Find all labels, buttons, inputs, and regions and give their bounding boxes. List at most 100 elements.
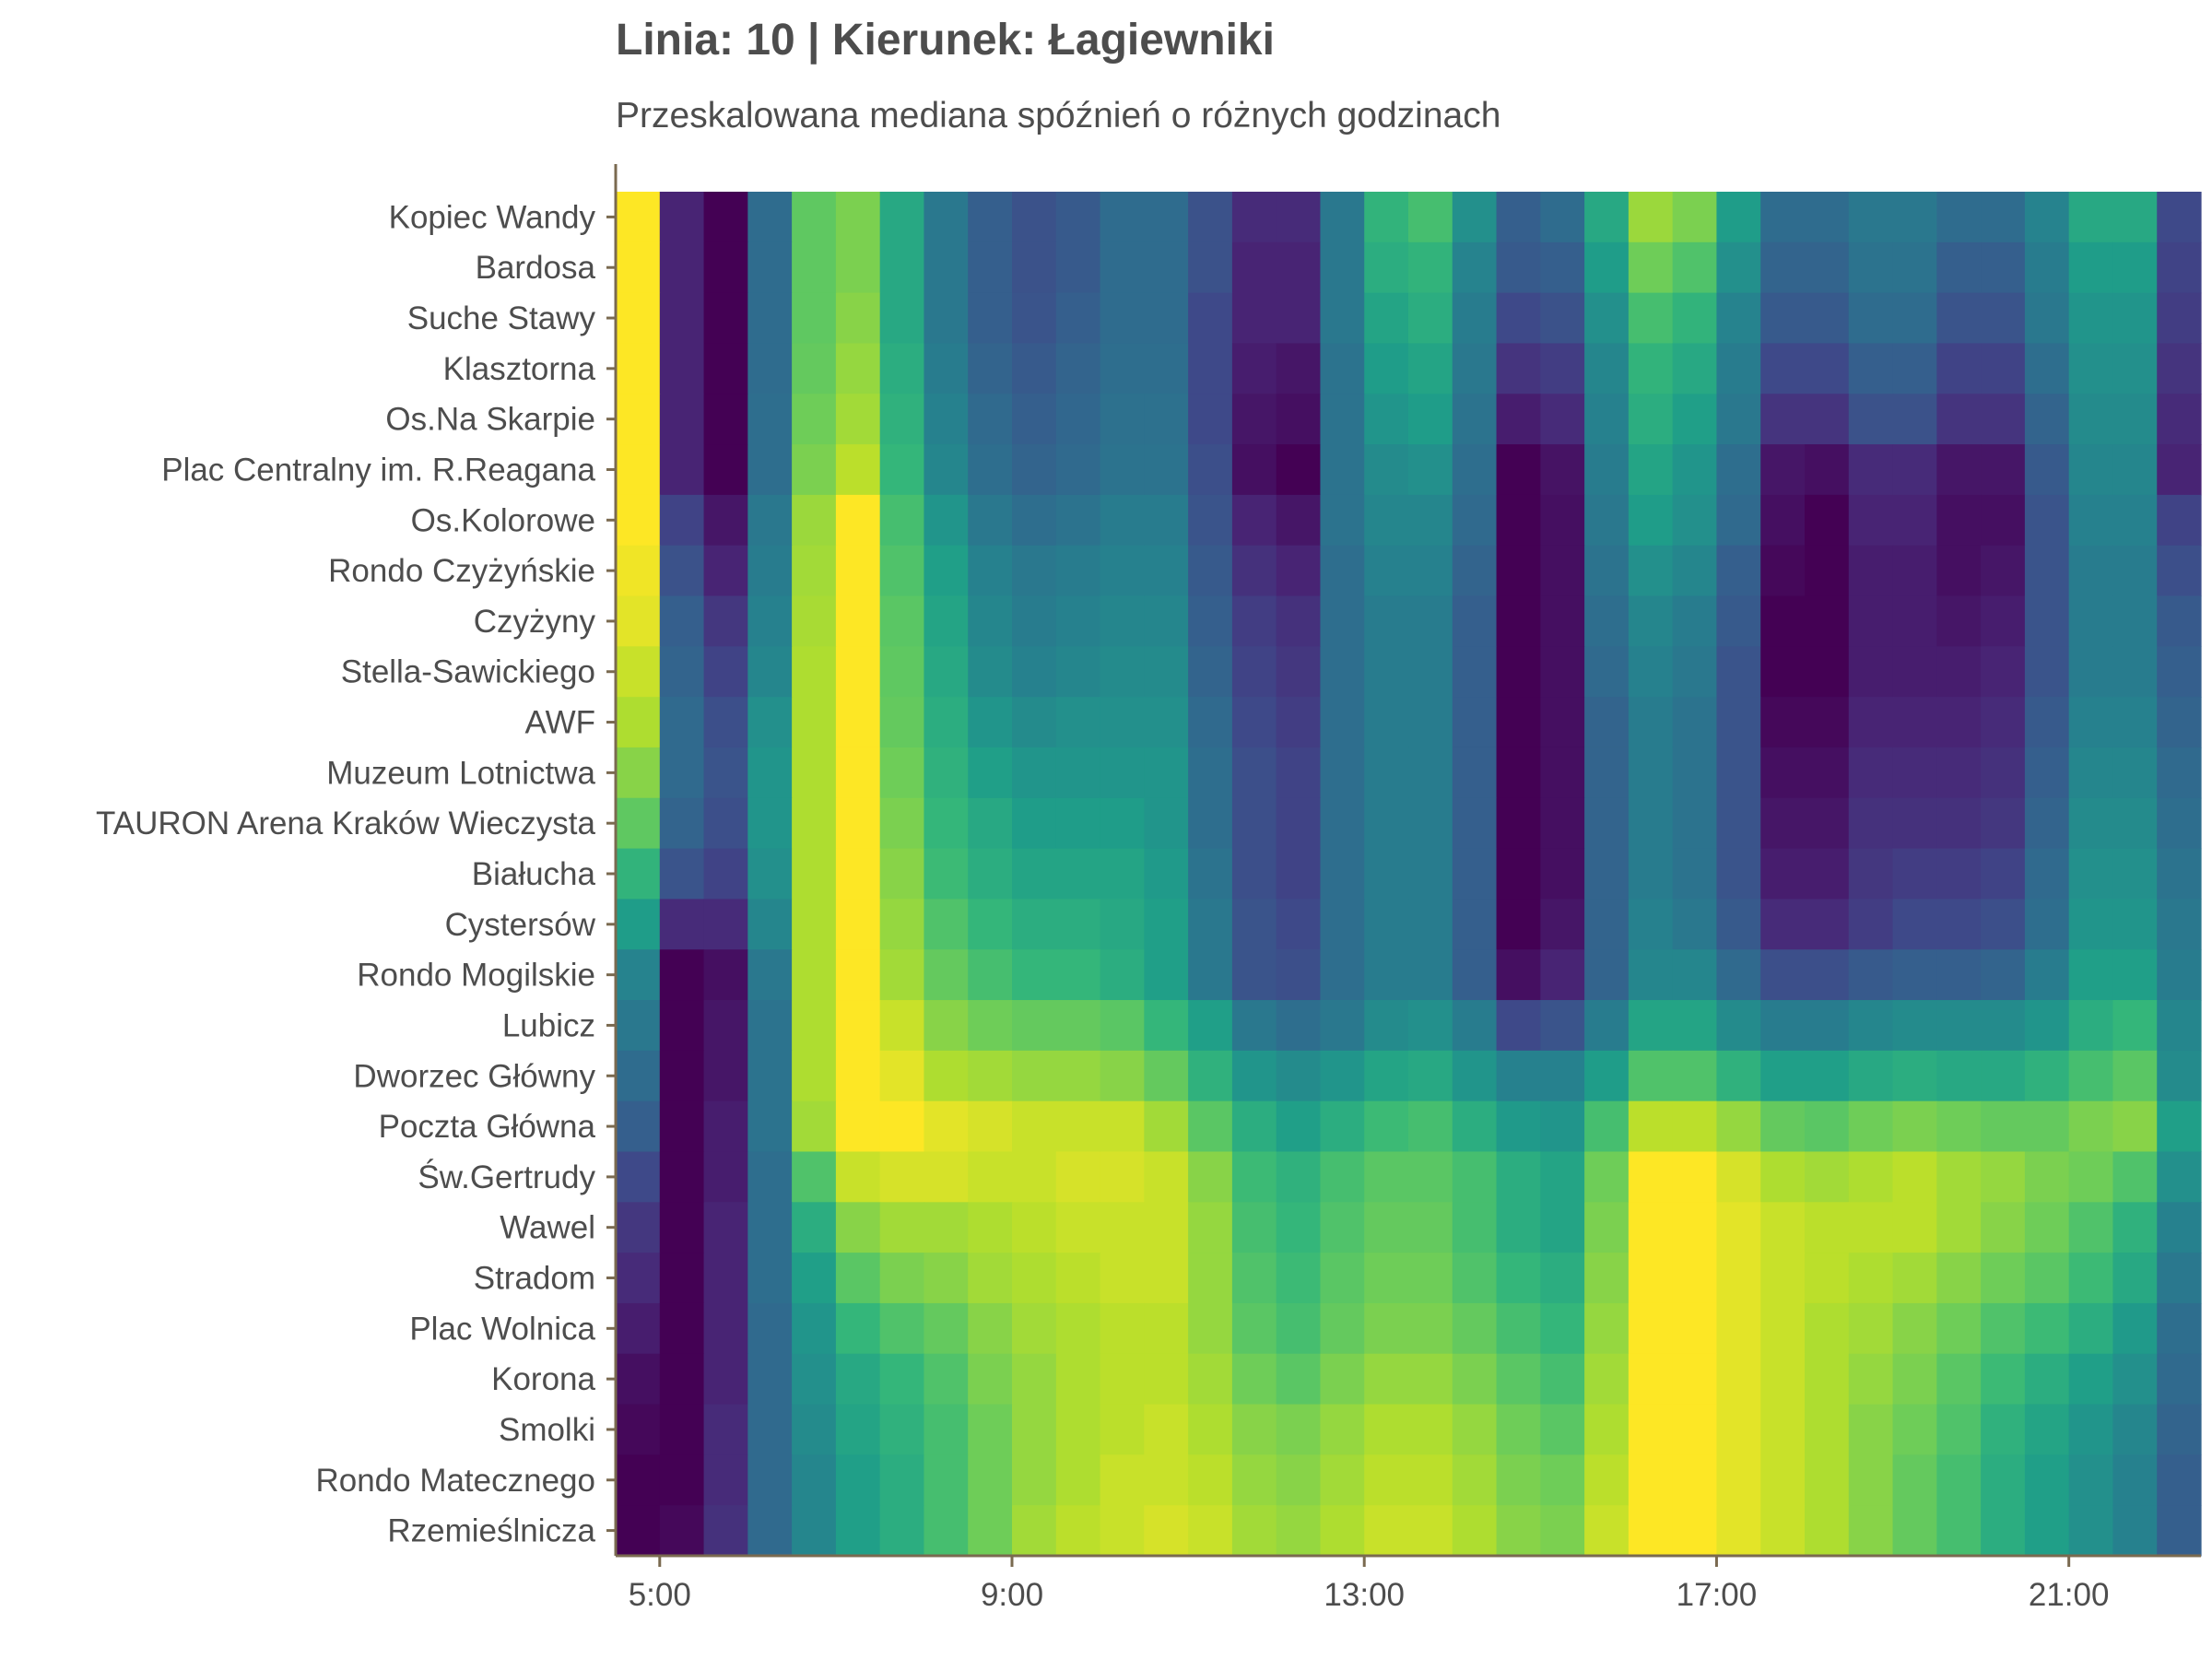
x-tick-label: 17:00 [1677, 1577, 1758, 1613]
heatmap-cell [1760, 949, 1806, 1001]
heatmap-cell [1848, 343, 1894, 394]
heatmap-cell [1936, 747, 1982, 799]
heatmap-cell [792, 1353, 837, 1406]
heatmap-cell [659, 292, 705, 345]
heatmap-cell [616, 949, 661, 1001]
heatmap-cell [1672, 1050, 1718, 1102]
heatmap-cell [2024, 1253, 2070, 1304]
heatmap-cell [747, 394, 793, 445]
y-tick-label: Czyżyny [474, 604, 596, 640]
heatmap-cell [2024, 394, 2070, 445]
heatmap-cell [924, 747, 969, 799]
heatmap-cell [1716, 747, 1761, 799]
heatmap-cell [1760, 292, 1806, 345]
heatmap-cell [924, 343, 969, 394]
heatmap-cell [924, 241, 969, 294]
heatmap-cell [1320, 1505, 1365, 1557]
heatmap-cell [1408, 1253, 1453, 1304]
heatmap-cell [1100, 797, 1145, 850]
heatmap-cell [1452, 1151, 1498, 1203]
heatmap-cell [792, 192, 837, 243]
heatmap-cell [1100, 394, 1145, 445]
heatmap-cell [1805, 1353, 1850, 1406]
heatmap-cell [1055, 1000, 1101, 1052]
heatmap-cell [659, 1050, 705, 1102]
heatmap-cell [1231, 1202, 1277, 1253]
heatmap-cell [1716, 192, 1761, 243]
heatmap-cell [2024, 292, 2070, 345]
heatmap-cell [1188, 1404, 1233, 1455]
heatmap-cell [968, 1202, 1013, 1253]
heatmap-cell [1628, 1454, 1674, 1506]
y-tick-label: Stella-Sawickiego [341, 654, 595, 690]
heatmap-cell [1320, 646, 1365, 698]
y-tick-label: Os.Na Skarpie [385, 402, 595, 438]
heatmap-cell [1584, 747, 1630, 799]
heatmap-cell [1144, 1202, 1189, 1253]
heatmap-cell [1452, 595, 1498, 647]
heatmap-cell [1892, 292, 1937, 345]
heatmap-cell [1452, 949, 1498, 1001]
heatmap-cell [747, 1253, 793, 1304]
heatmap-cell [1055, 545, 1101, 597]
heatmap-cell [659, 1100, 705, 1153]
heatmap-cell [792, 241, 837, 294]
heatmap-cell [1452, 697, 1498, 748]
heatmap-cell [1012, 646, 1057, 698]
heatmap-cell [1012, 949, 1057, 1001]
heatmap-cell [1584, 1353, 1630, 1406]
heatmap-cell [1628, 899, 1674, 950]
heatmap-cell [1848, 1000, 1894, 1052]
heatmap-cell [1981, 747, 2026, 799]
heatmap-cell [1892, 1404, 1937, 1455]
heatmap-cell [1231, 292, 1277, 345]
heatmap-cell [968, 444, 1013, 496]
heatmap-cell [2157, 1000, 2202, 1052]
heatmap-cell [1848, 848, 1894, 900]
heatmap-cell [2068, 444, 2114, 496]
heatmap-cell [2157, 241, 2202, 294]
heatmap-cell [1100, 899, 1145, 950]
heatmap-cell [1892, 343, 1937, 394]
heatmap-cell [1364, 494, 1409, 547]
heatmap-cell [2024, 797, 2070, 850]
heatmap-cell [1496, 899, 1541, 950]
heatmap-cell [1320, 1100, 1365, 1153]
heatmap-cell [2157, 1050, 2202, 1102]
heatmap-cell [703, 797, 748, 850]
heatmap-cell [1055, 1454, 1101, 1506]
heatmap-cell [1144, 797, 1189, 850]
heatmap-cell [1055, 697, 1101, 748]
heatmap-cell [1981, 192, 2026, 243]
heatmap-cell [1892, 444, 1937, 496]
heatmap-cell [1496, 697, 1541, 748]
heatmap-cell [1364, 1454, 1409, 1506]
heatmap-cell [1452, 444, 1498, 496]
heatmap-cell [1760, 1151, 1806, 1203]
heatmap-cell [2068, 747, 2114, 799]
heatmap-cell [1981, 848, 2026, 900]
heatmap-cell [1496, 444, 1541, 496]
heatmap-cell [835, 241, 881, 294]
heatmap-cell [1540, 494, 1585, 547]
heatmap-cell [1276, 1253, 1322, 1304]
heatmap-cell [792, 1151, 837, 1203]
heatmap-cell [1188, 1050, 1233, 1102]
heatmap-cell [1848, 1050, 1894, 1102]
heatmap-cell [2068, 394, 2114, 445]
heatmap-cell [1540, 1253, 1585, 1304]
heatmap-cell [1496, 1505, 1541, 1557]
heatmap-cell [1760, 899, 1806, 950]
heatmap-cell [835, 1353, 881, 1406]
heatmap-cell [1584, 949, 1630, 1001]
heatmap-cell [616, 1050, 661, 1102]
heatmap-cell [1892, 394, 1937, 445]
heatmap-cell [1231, 949, 1277, 1001]
heatmap-cell [1760, 545, 1806, 597]
heatmap-cell [1012, 1353, 1057, 1406]
heatmap-cell [924, 949, 969, 1001]
heatmap-cell [1452, 394, 1498, 445]
heatmap-cell [659, 1302, 705, 1355]
heatmap-cell [835, 1151, 881, 1203]
heatmap-cell [968, 1151, 1013, 1203]
